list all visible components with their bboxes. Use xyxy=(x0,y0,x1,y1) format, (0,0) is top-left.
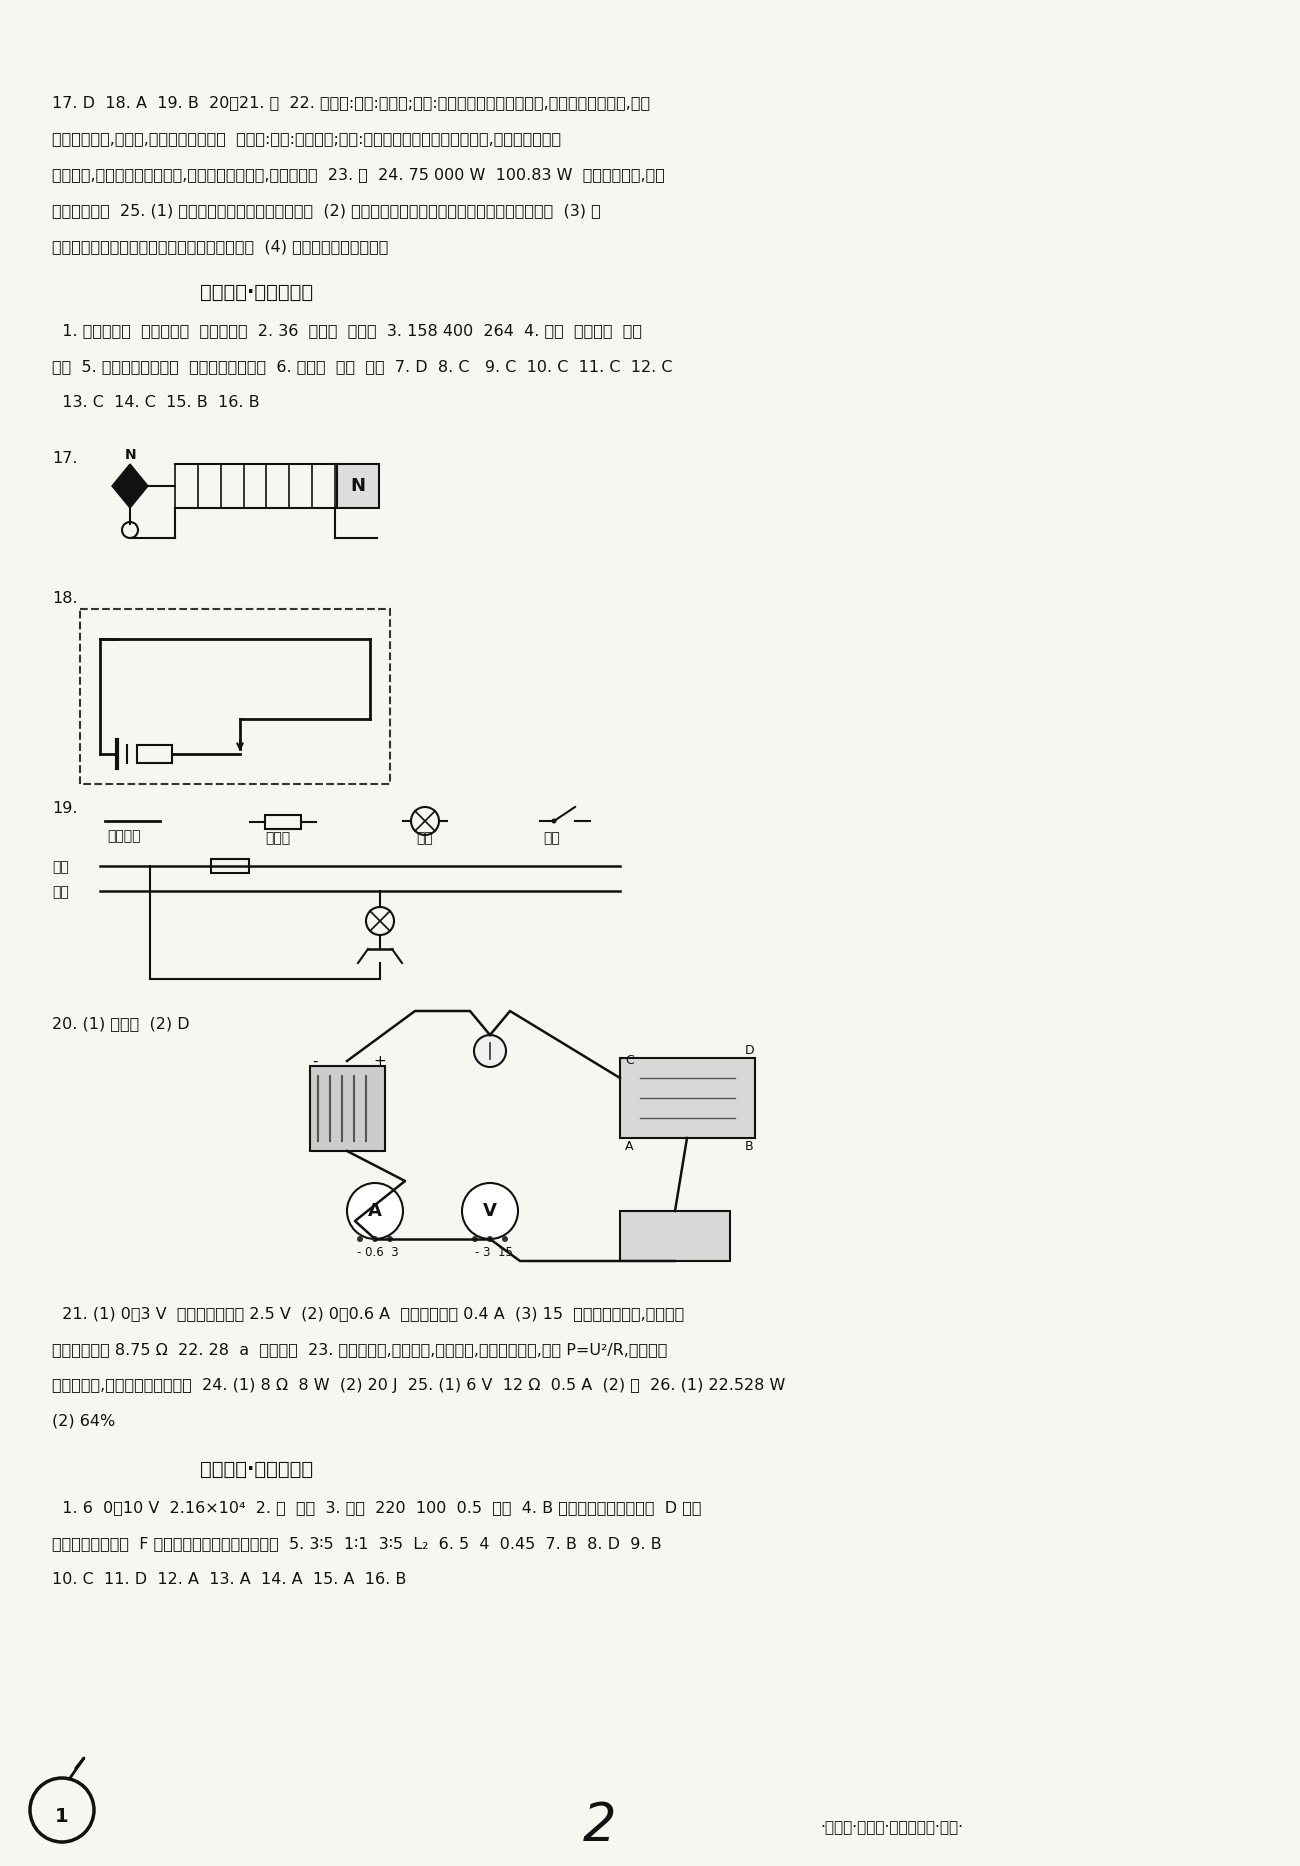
FancyBboxPatch shape xyxy=(211,858,250,873)
Text: 不应该接在零线上  F 灯头螺旋套不应该接在火线上  5. 3∶5  1∶1  3∶5  L₂  6. 5  4  0.45  7. B  8. D  9. B: 不应该接在零线上 F 灯头螺旋套不应该接在火线上 5. 3∶5 1∶1 3∶5 … xyxy=(52,1536,662,1551)
Text: B: B xyxy=(745,1140,754,1153)
Text: 13. C  14. C  15. B  16. B: 13. C 14. C 15. B 16. B xyxy=(52,396,260,411)
Text: 月度测试·提高测试卷: 月度测试·提高测试卷 xyxy=(200,1459,313,1480)
Circle shape xyxy=(462,1183,517,1239)
Circle shape xyxy=(372,1235,378,1243)
Text: 入的电阔约为 8.75 Ω  22. 28  a  电磁感应  23. 灯丝搭上后,长度变短,电阔变小,由于电压不变,根据 P=U²/R,得出灯泡: 入的电阔约为 8.75 Ω 22. 28 a 电磁感应 23. 灯丝搭上后,长度… xyxy=(52,1342,667,1357)
Text: ·新课标·江苏版·九年级物理·下册·: ·新课标·江苏版·九年级物理·下册· xyxy=(820,1819,963,1834)
Text: +: + xyxy=(373,1054,386,1069)
Circle shape xyxy=(472,1235,478,1243)
Text: 17. D  18. A  19. B  20～21. 略  22. 方法一:器材:小磁针;方法:把导线平行放在小磁针上,若发现小磁针偏转,说明: 17. D 18. A 19. B 20～21. 略 22. 方法一:器材:小磁… xyxy=(52,95,650,110)
Text: - 0.6  3: - 0.6 3 xyxy=(358,1246,399,1260)
Text: 2: 2 xyxy=(584,1801,616,1851)
Text: A: A xyxy=(625,1140,633,1153)
FancyBboxPatch shape xyxy=(337,465,380,508)
Circle shape xyxy=(347,1183,403,1239)
Circle shape xyxy=(551,819,556,823)
Text: 电压  5. 不接触低压带电体  不靠近高压带电体  6. 电磁铁  电流  匡数  7. D  8. C   9. C  10. C  11. C  12. : 电压 5. 不接触低压带电体 不靠近高压带电体 6. 电磁铁 电流 匡数 7. … xyxy=(52,358,672,373)
Text: N: N xyxy=(125,448,136,463)
Text: 火线: 火线 xyxy=(52,860,69,873)
Text: 18.: 18. xyxy=(52,592,78,606)
Text: -: - xyxy=(312,1054,317,1069)
Text: V: V xyxy=(484,1202,497,1220)
Text: 21. (1) 0～3 V  灯的额定电压为 2.5 V  (2) 0～0.6 A  额定电流约为 0.4 A  (3) 15  当灯正常发光时,变阔器连: 21. (1) 0～3 V 灯的额定电压为 2.5 V (2) 0～0.6 A … xyxy=(52,1306,684,1321)
Text: 20. (1) 如下图  (2) D: 20. (1) 如下图 (2) D xyxy=(52,1015,190,1032)
Text: 方向垂直,若导线受到力的作用,说明导线中有电流,否则无电流  23. 略  24. 75 000 W  100.83 W  采用高压输电,可以: 方向垂直,若导线受到力的作用,说明导线中有电流,否则无电流 23. 略 24. … xyxy=(52,166,664,183)
Text: A: A xyxy=(368,1202,382,1220)
Text: 月度测试·基础测试卷: 月度测试·基础测试卷 xyxy=(200,284,313,302)
Text: - 3  15: - 3 15 xyxy=(474,1246,514,1260)
Text: 1. 电流的通断  电流的大小  电流的方向  2. 36  保险丝  总功率  3. 158 400  264  4. 火线  高压电弧  跨步: 1. 电流的通断 电流的大小 电流的方向 2. 36 保险丝 总功率 3. 15… xyxy=(52,323,642,338)
Polygon shape xyxy=(112,465,148,508)
Text: 零线: 零线 xyxy=(52,884,69,899)
Text: 10. C  11. D  12. A  13. A  14. A  15. A  16. B: 10. C 11. D 12. A 13. A 14. A 15. A 16. … xyxy=(52,1571,407,1586)
Text: (2) 64%: (2) 64% xyxy=(52,1414,116,1429)
Text: 保险盒: 保险盒 xyxy=(265,830,290,845)
Circle shape xyxy=(488,1235,493,1243)
Text: 19.: 19. xyxy=(52,801,78,815)
Text: 1: 1 xyxy=(55,1806,69,1825)
FancyBboxPatch shape xyxy=(309,1065,385,1151)
Text: 电导体在磁场中受到力的方向与磁感线方向有关  (4) 应注重实验和过程探究: 电导体在磁场中受到力的方向与磁感线方向有关 (4) 应注重实验和过程探究 xyxy=(52,239,389,254)
Circle shape xyxy=(387,1235,393,1243)
Circle shape xyxy=(358,1235,363,1243)
Circle shape xyxy=(502,1235,508,1243)
FancyBboxPatch shape xyxy=(620,1058,755,1138)
Text: 减少导线损失  25. (1) 通电导体在磁场中受到力的作用  (2) 通电导体在磁场中受到力的方向与电流方向有关  (3) 通: 减少导线损失 25. (1) 通电导体在磁场中受到力的作用 (2) 通电导体在磁… xyxy=(52,203,601,218)
Text: 一段导线: 一段导线 xyxy=(107,829,140,843)
Text: 导线中有电流,不偏转,说明导线中无电流  方法二:器材:蹄形磁铁;方法:把导线放在蹄形磁铁的磁场中,并使其与磁感线: 导线中有电流,不偏转,说明导线中无电流 方法二:器材:蹄形磁铁;方法:把导线放在… xyxy=(52,131,562,146)
Text: D: D xyxy=(745,1043,754,1056)
Text: 开关: 开关 xyxy=(543,830,560,845)
Text: 电灯: 电灯 xyxy=(416,830,433,845)
Text: 1. 6  0～10 V  2.16×10⁴  2. 会  不会  3. 串联  220  100  0.5  变暗  4. B 插座不应串联在火线上  D 开: 1. 6 0～10 V 2.16×10⁴ 2. 会 不会 3. 串联 220 1… xyxy=(52,1500,702,1515)
Circle shape xyxy=(474,1036,506,1067)
Text: C: C xyxy=(625,1054,634,1067)
Text: 17.: 17. xyxy=(52,452,78,466)
Text: 的功率变大,所以它比以前更亮了  24. (1) 8 Ω  8 W  (2) 20 J  25. (1) 6 V  12 Ω  0.5 A  (2) 略  26: 的功率变大,所以它比以前更亮了 24. (1) 8 Ω 8 W (2) 20 J… xyxy=(52,1377,785,1394)
Text: N: N xyxy=(351,478,365,494)
FancyBboxPatch shape xyxy=(620,1211,731,1261)
